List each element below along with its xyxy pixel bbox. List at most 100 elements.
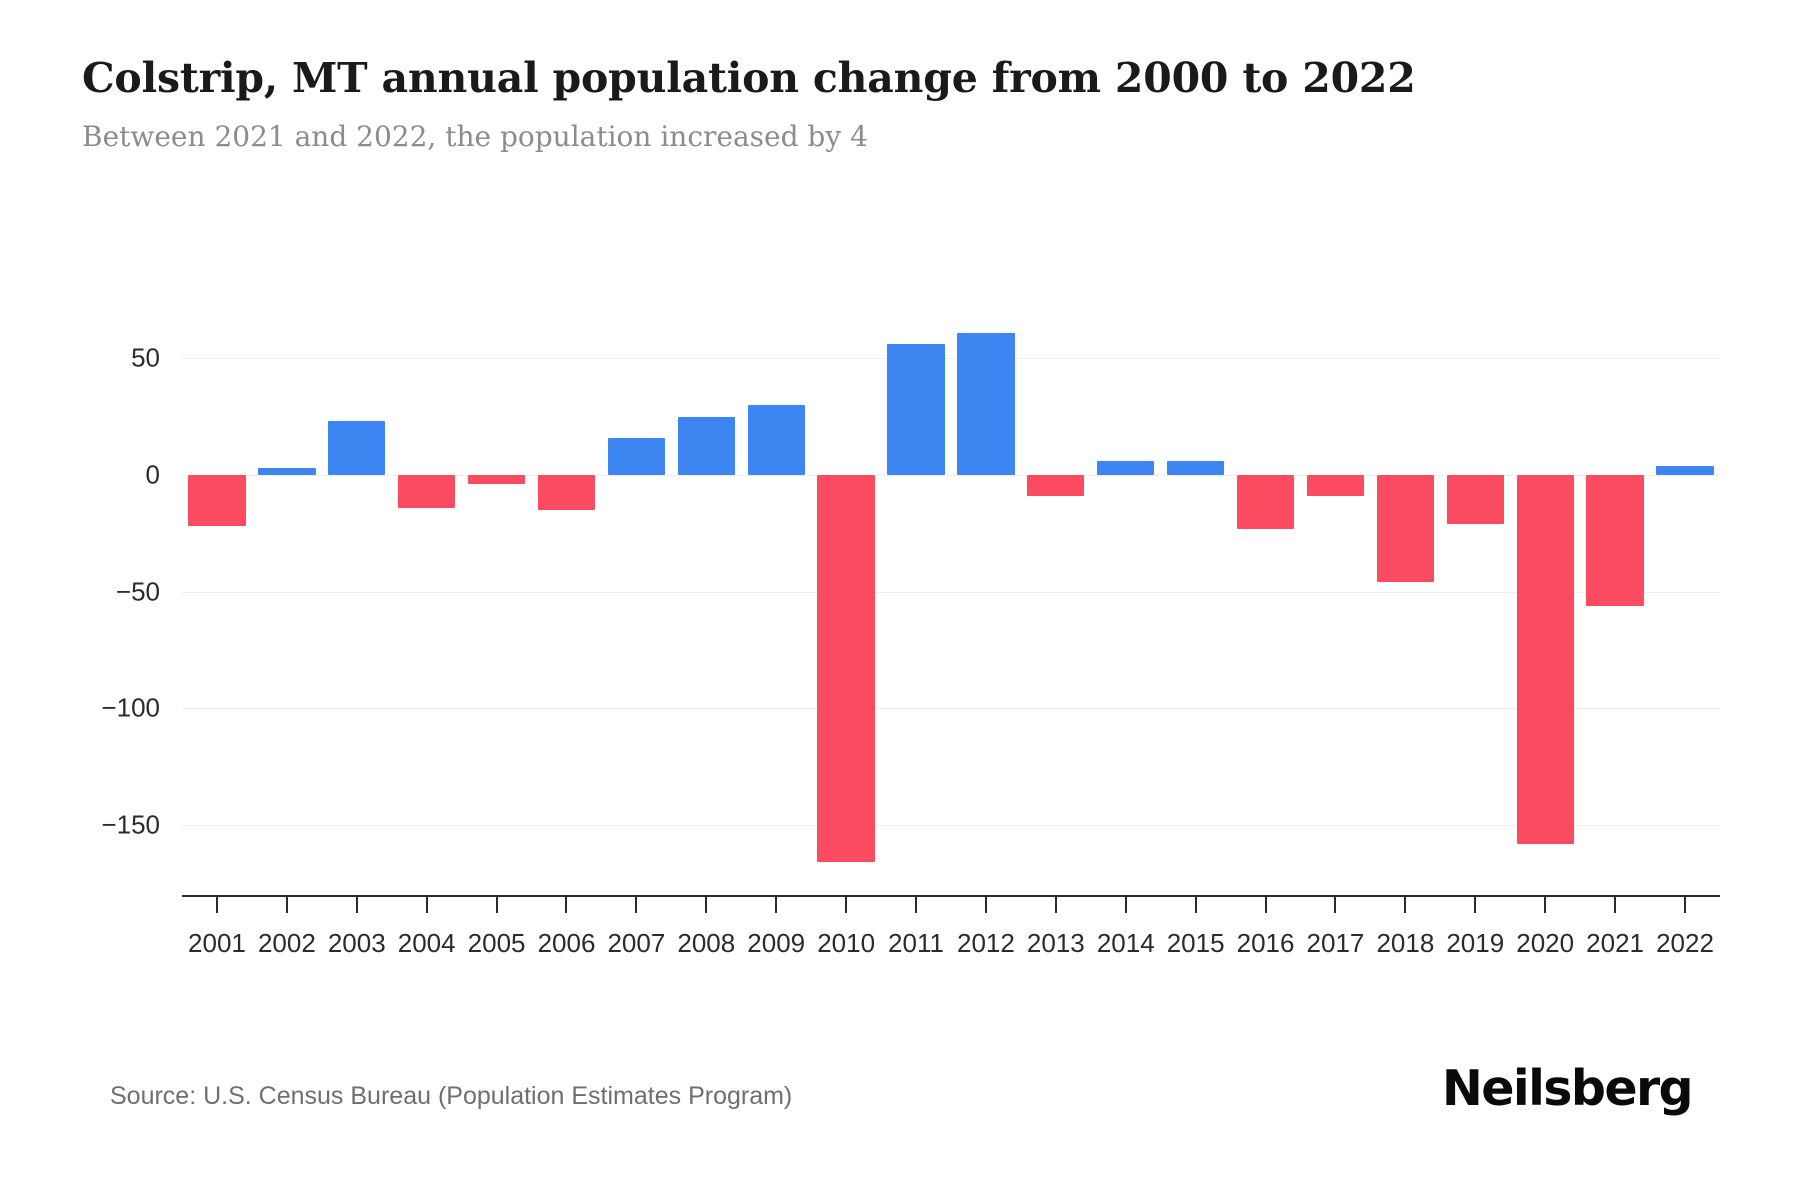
x-tick-slot (1231, 897, 1301, 913)
bar-2020[interactable] (1516, 475, 1574, 844)
x-axis-tick-label: 2003 (327, 928, 386, 958)
x-label-slot: 2014 (1091, 928, 1161, 959)
bar-2005[interactable] (467, 475, 526, 485)
x-tick-mark (355, 897, 358, 913)
x-tick-mark (635, 897, 638, 913)
bar-2006[interactable] (537, 475, 596, 510)
x-axis-tick-label: 2016 (1236, 928, 1295, 958)
bar-2015[interactable] (1166, 461, 1225, 475)
x-axis-tick-label: 2013 (1026, 928, 1085, 958)
x-tick-mark (1334, 897, 1337, 913)
bar-2017[interactable] (1306, 475, 1365, 496)
x-label-slot: 2015 (1161, 928, 1231, 959)
x-tick-mark (984, 897, 987, 913)
x-axis-tick-label: 2011 (888, 928, 944, 958)
bar-2003[interactable] (328, 421, 386, 475)
bar-2011[interactable] (887, 344, 945, 475)
bar-2021[interactable] (1586, 475, 1644, 606)
bar-2007[interactable] (607, 437, 666, 475)
x-axis-tick-label: 2010 (817, 928, 876, 958)
x-axis-tick-label: 2014 (1096, 928, 1155, 958)
x-tick-mark (705, 897, 708, 913)
bar-slot[interactable] (1370, 300, 1440, 895)
x-axis-tick-label: 2017 (1306, 928, 1365, 958)
x-tick-mark (775, 897, 778, 913)
bar-2010[interactable] (817, 475, 875, 863)
bar-slot[interactable] (1650, 300, 1720, 895)
bar-slot[interactable] (1510, 300, 1580, 895)
x-tick-mark (1614, 897, 1617, 913)
bar-2009[interactable] (747, 405, 805, 475)
x-tick-mark (495, 897, 498, 913)
bar-slot[interactable] (182, 300, 252, 895)
gridline (182, 825, 1720, 826)
x-label-slot: 2019 (1440, 928, 1510, 959)
bar-slot[interactable] (1580, 300, 1650, 895)
x-label-slot: 2004 (392, 928, 462, 959)
x-tick-slot (741, 897, 811, 913)
x-tick-slot (1370, 897, 1440, 913)
x-tick-slot (322, 897, 392, 913)
x-tick-mark (845, 897, 848, 913)
bar-2019[interactable] (1446, 475, 1504, 524)
bar-slot[interactable] (1161, 300, 1231, 895)
bar-slot[interactable] (741, 300, 811, 895)
y-axis-tick-label: −100 (101, 692, 160, 723)
x-tick-slot (1440, 897, 1510, 913)
bar-slot[interactable] (881, 300, 951, 895)
bar-2016[interactable] (1236, 475, 1295, 529)
bar-slot[interactable] (1231, 300, 1301, 895)
bar-slot[interactable] (1021, 300, 1091, 895)
bar-2002[interactable] (258, 468, 316, 475)
x-tick-mark (915, 897, 918, 913)
bar-2013[interactable] (1027, 475, 1085, 496)
x-tick-mark (565, 897, 568, 913)
bar-2022[interactable] (1656, 465, 1714, 475)
bar-2008[interactable] (677, 416, 735, 475)
bar-slot[interactable] (322, 300, 392, 895)
x-tick-slot (532, 897, 602, 913)
gridline (182, 708, 1720, 710)
y-axis-tick-label: −150 (101, 809, 160, 840)
x-axis-ticks (182, 897, 1720, 913)
x-tick-slot (811, 897, 881, 913)
bar-slot[interactable] (601, 300, 671, 895)
bar-slot[interactable] (1301, 300, 1371, 895)
x-label-slot: 2008 (671, 928, 741, 959)
x-tick-mark (1404, 897, 1407, 913)
bar-slot[interactable] (811, 300, 881, 895)
bar-slot[interactable] (392, 300, 462, 895)
x-tick-mark (215, 897, 218, 913)
bar-2014[interactable] (1097, 461, 1155, 475)
y-axis-tick-label: 0 (145, 459, 160, 490)
bar-slot[interactable] (671, 300, 741, 895)
bar-slot[interactable] (252, 300, 322, 895)
x-label-slot: 2016 (1231, 928, 1301, 959)
x-tick-slot (252, 897, 322, 913)
x-label-slot: 2018 (1370, 928, 1440, 959)
x-tick-mark (1264, 897, 1267, 913)
bar-slot[interactable] (1440, 300, 1510, 895)
x-label-slot: 2009 (741, 928, 811, 959)
x-axis-line (182, 895, 1720, 897)
bar-slot[interactable] (951, 300, 1021, 895)
bar-2001[interactable] (188, 475, 246, 527)
x-label-slot: 2012 (951, 928, 1021, 959)
x-axis-tick-label: 2007 (607, 928, 666, 958)
bar-slot[interactable] (462, 300, 532, 895)
bar-slot[interactable] (532, 300, 602, 895)
bar-2018[interactable] (1376, 475, 1434, 583)
chart-subtitle: Between 2021 and 2022, the population in… (82, 119, 868, 153)
gridline (182, 591, 1720, 593)
bar-2012[interactable] (957, 332, 1015, 475)
bar-2004[interactable] (398, 475, 456, 508)
x-axis-tick-label: 2009 (747, 928, 806, 958)
bar-slot[interactable] (1091, 300, 1161, 895)
x-axis-tick-label: 2012 (957, 928, 1015, 958)
x-label-slot: 2021 (1580, 928, 1650, 959)
x-label-slot: 2006 (532, 928, 602, 959)
x-axis-tick-label: 2008 (677, 928, 736, 958)
x-label-slot: 2022 (1650, 928, 1720, 959)
x-axis-tick-label: 2022 (1656, 928, 1714, 958)
